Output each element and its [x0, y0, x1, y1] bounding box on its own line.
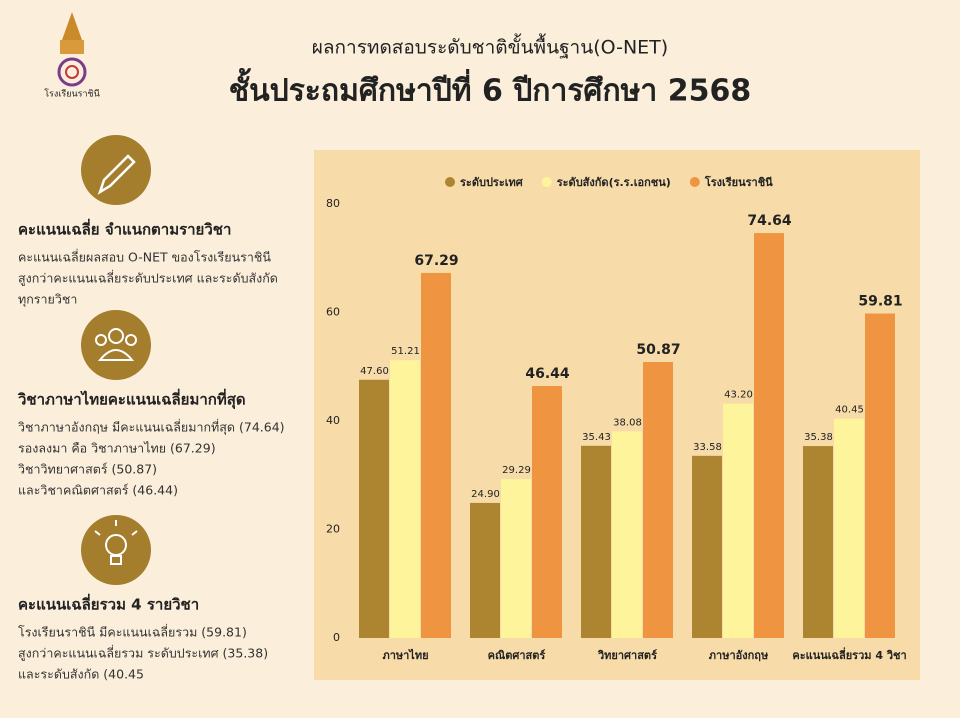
legend-marker [541, 177, 552, 187]
x-tick-label: ภาษาไทย [382, 648, 428, 662]
bar [359, 379, 389, 638]
value-label: 40.45 [835, 405, 864, 416]
y-tick-label: 0 [333, 631, 340, 644]
subtitle: ผลการทดสอบระดับชาติขั้นพื้นฐาน(O-NET) [312, 34, 668, 59]
value-label: 50.87 [636, 342, 680, 358]
bar [692, 455, 722, 638]
bar [865, 313, 895, 638]
sections: คะแนนเฉลี่ย จำแนกตามรายวิชาคะแนนเฉลี่ยผล… [17, 219, 284, 682]
value-label: 29.29 [502, 465, 531, 476]
bar [532, 386, 562, 638]
section-line: โรงเรียนราชินี มีคะแนนเฉลี่ยรวม (59.81) [18, 624, 247, 640]
section-line: และวิชาคณิตศาสตร์ (46.44) [18, 483, 178, 498]
value-label: 59.81 [858, 294, 902, 310]
value-label: 24.90 [471, 489, 500, 500]
bar [470, 502, 500, 638]
section-line: วิชาภาษาอังกฤษ มีคะแนนเฉลี่ยมากที่สุด (7… [18, 419, 285, 436]
value-label: 35.38 [804, 432, 833, 443]
section-line: สูงกว่าคะแนนเฉลี่ยรวม ระดับประเทศ (35.38… [18, 645, 268, 662]
x-tick-label: วิทยาศาสตร์ [597, 649, 657, 662]
value-label: 38.08 [613, 417, 642, 428]
value-label: 47.60 [360, 366, 389, 377]
section-line: ทุกรายวิชา [18, 292, 77, 308]
section-line: รองลงมา คือ วิชาภาษาไทย (67.29) [18, 441, 216, 456]
logo-text: โรงเรียนราชินี [44, 89, 100, 100]
section-line: วิชาวิทยาศาสตร์ (50.87) [18, 462, 157, 477]
logo: โรงเรียนราชินี [44, 12, 100, 100]
section-line: และระดับสังกัด (40.45 [18, 667, 144, 682]
bar [834, 418, 864, 638]
bar [723, 403, 753, 638]
icon-pen [81, 135, 151, 205]
bar [643, 362, 673, 638]
icon-bulb [81, 515, 151, 585]
bar [754, 233, 784, 638]
y-tick-label: 20 [326, 523, 340, 536]
section-line: สูงกว่าคะแนนเฉลี่ยระดับประเทศ และระดับสั… [18, 270, 278, 287]
bar [612, 431, 642, 638]
value-label: 43.20 [724, 390, 753, 401]
bar [501, 479, 531, 638]
section-heading: วิชาภาษาไทยคะแนนเฉลี่ยมากที่สุด [17, 389, 245, 410]
value-label: 74.64 [747, 213, 792, 229]
chart: 0 20 40 60 80 ระดับประเทศ ระดับสังกัด(ร.ร.เอกช… [326, 175, 907, 662]
x-tick-label: คณิตศาสตร์ [488, 649, 546, 662]
value-label: 33.58 [693, 442, 722, 453]
section-heading: คะแนนเฉลี่ย จำแนกตามรายวิชา [18, 219, 231, 239]
legend-marker [689, 177, 700, 187]
title: ชั้นประถมศึกษาปีที่ 6 ปีการศึกษา 2568 [229, 68, 751, 109]
bar [421, 272, 451, 638]
bar [581, 445, 611, 638]
y-tick-label: 80 [326, 197, 340, 210]
legend-label: ระดับสังกัด(ร.ร.เอกชน) [557, 176, 671, 189]
legend-marker [445, 177, 455, 187]
value-label: 46.44 [525, 366, 570, 382]
legend-label: โรงเรียนราชินี [704, 175, 773, 189]
y-tick-label: 60 [326, 306, 340, 319]
value-label: 35.43 [582, 432, 611, 443]
section-line: คะแนนเฉลี่ยผลสอบ O-NET ของโรงเรียนราชินี [18, 249, 271, 265]
legend-label: ระดับประเทศ [460, 176, 524, 189]
section-heading: คะแนนเฉลี่ยรวม 4 รายวิชา [18, 594, 199, 614]
x-tick-label: ภาษาอังกฤษ [709, 649, 769, 662]
bar [390, 360, 420, 638]
bar [803, 446, 833, 638]
x-tick-label: คะแนนเฉลี่ยรวม 4 วิชา [792, 647, 906, 662]
value-label: 51.21 [391, 346, 420, 357]
icon-people [81, 310, 151, 380]
y-tick-label: 40 [326, 414, 340, 427]
value-label: 67.29 [414, 253, 458, 269]
